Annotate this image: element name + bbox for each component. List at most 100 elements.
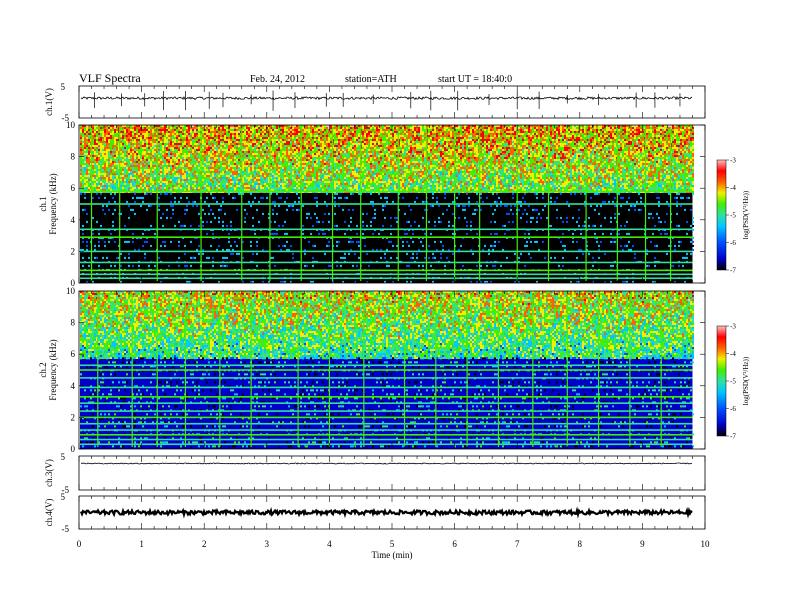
- spectrogram-cell: [96, 185, 98, 187]
- spectrogram-cell: [92, 151, 94, 153]
- spectrogram-cell: [244, 169, 246, 171]
- spectrogram-cell: [246, 147, 248, 149]
- spectrogram-cell: [160, 167, 162, 169]
- spectrogram-cell: [244, 149, 246, 151]
- spectrogram-cell: [136, 171, 138, 173]
- spectrogram-cell: [212, 264, 214, 267]
- spectrogram-cell: [166, 133, 168, 135]
- spectrogram-cell: [272, 125, 274, 127]
- spectrogram-cell: [126, 189, 128, 191]
- spectrogram-cell: [264, 280, 266, 283]
- spectrogram-cell: [122, 171, 124, 173]
- spectrogram-cell: [146, 187, 148, 189]
- spectrogram-cell: [228, 187, 230, 189]
- spectrogram-cell: [208, 161, 210, 163]
- spectrogram-cell: [136, 173, 138, 175]
- spectrogram-cell: [238, 216, 240, 219]
- spectrogram-cell: [182, 141, 184, 143]
- spectrogram-cell: [302, 159, 304, 161]
- spectrogram-cell: [130, 155, 132, 157]
- spectrogram-cell: [186, 143, 188, 145]
- spectrogram-cell: [242, 171, 244, 173]
- spectrogram-cell: [96, 167, 98, 169]
- spectrogram-cell: [190, 143, 192, 145]
- spectrogram-cell: [240, 155, 242, 157]
- spectrogram-cell: [94, 264, 96, 267]
- spectrogram-cell: [228, 163, 230, 165]
- spectrogram-cell: [206, 135, 208, 137]
- spectrogram-cell: [122, 141, 124, 143]
- spectrogram-cell: [272, 133, 274, 135]
- spectrogram-cell: [216, 163, 218, 165]
- spectrogram-cell: [208, 153, 210, 155]
- spectrogram-cell: [216, 224, 218, 227]
- spectrogram-cell: [154, 147, 156, 149]
- spectrogram-cell: [192, 173, 194, 175]
- spectrogram-cell: [152, 175, 154, 177]
- spectrogram-cell: [108, 151, 110, 153]
- spectrogram-cell: [146, 165, 148, 167]
- spectrogram-cell: [228, 175, 230, 177]
- spectrogram-cell: [250, 187, 252, 189]
- spectrogram-cell: [148, 143, 150, 145]
- spectrogram-cell: [222, 175, 224, 177]
- spectrogram-cell: [222, 143, 224, 145]
- spectrogram-cell: [112, 181, 114, 183]
- spectrogram-cell: [268, 280, 270, 283]
- spectrogram-cell: [186, 129, 188, 131]
- spectrogram-cell: [254, 177, 256, 179]
- spectrogram-cell: [238, 133, 240, 135]
- spectrogram-cell: [262, 137, 264, 139]
- spectrogram-cell: [202, 163, 204, 165]
- spectrogram-cell: [250, 163, 252, 165]
- spectrogram-cell: [192, 171, 194, 173]
- spectrogram-cell: [198, 177, 200, 179]
- spectrogram-cell: [126, 163, 128, 165]
- spectrogram-cell: [198, 167, 200, 169]
- spectrogram-cell: [204, 153, 206, 155]
- spectrogram-cell: [120, 159, 122, 161]
- spectrogram-cell: [232, 155, 234, 157]
- spectrogram-cell: [296, 181, 298, 183]
- spectrogram-cell: [218, 147, 220, 149]
- spectrogram-cell: [270, 161, 272, 163]
- spectrogram-cell: [168, 280, 170, 283]
- spectrogram-cell: [106, 185, 108, 187]
- spectrogram-cell: [216, 141, 218, 143]
- spectrogram-cell: [294, 200, 296, 203]
- spectrogram-cell: [278, 155, 280, 157]
- spectrogram-cell: [228, 151, 230, 153]
- spectrogram-cell: [308, 125, 310, 127]
- spectrogram-cell: [236, 145, 238, 147]
- spectrogram-cell: [122, 175, 124, 177]
- spectrogram-cell: [100, 248, 102, 251]
- spectrogram-cell: [94, 153, 96, 155]
- spectrogram-cell: [82, 224, 84, 227]
- spectrogram-cell: [128, 161, 130, 163]
- spectrogram-cell: [122, 165, 124, 167]
- spectrogram-cell: [100, 157, 102, 159]
- spectrogram-cell: [172, 139, 174, 141]
- spectrogram-cell: [218, 163, 220, 165]
- spectrogram-cell: [118, 139, 120, 141]
- spectrogram-cell: [154, 179, 156, 181]
- spectrogram-cell: [230, 145, 232, 147]
- spectrogram-cell: [188, 183, 190, 185]
- spectrogram-cell: [164, 151, 166, 153]
- spectrogram-cell: [260, 159, 262, 161]
- spectrogram-cell: [262, 280, 264, 283]
- start-time-label: start UT = 18:40:0: [438, 74, 512, 85]
- spectrogram-cell: [136, 157, 138, 159]
- spectrogram-cell: [192, 145, 194, 147]
- spectrogram-cell: [260, 244, 262, 247]
- spectrogram-cell: [172, 189, 174, 191]
- spectrogram-cell: [294, 165, 296, 167]
- spectrogram-cell: [102, 179, 104, 181]
- spectrogram-cell: [140, 167, 142, 169]
- spectrogram-cell: [186, 179, 188, 181]
- spectrogram-cell: [188, 135, 190, 137]
- spectrogram-cell: [110, 179, 112, 181]
- spectrogram-cell: [162, 147, 164, 149]
- spectrogram-cell: [196, 135, 198, 137]
- spectrogram-cell: [282, 151, 284, 153]
